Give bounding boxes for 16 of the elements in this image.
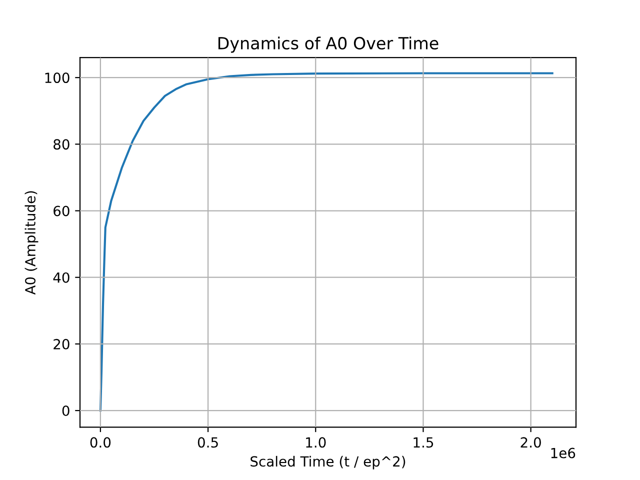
text: 1e6 [551, 448, 576, 458]
x-tick-label: 1.5 [414, 437, 434, 448]
y-tick-label: 80 [54, 139, 70, 150]
y-tick-label: 20 [54, 338, 70, 350]
x-tick-label: 2.0 [520, 437, 541, 448]
y-tick-label: 0 [62, 406, 70, 416]
chart-title: Dynamics of A0 Over Time [218, 36, 438, 53]
y-axis-title: A0 (Amplitude) [24, 191, 38, 295]
y-tick-label: 60 [54, 206, 70, 216]
line-series [99, 72, 554, 412]
y-tick-label: 40 [53, 272, 70, 283]
x-axis-title: Scaled Time (t / ep^2) [250, 456, 406, 470]
x-tick-label: 0.5 [198, 437, 218, 448]
x-tick-label: 1.0 [306, 437, 326, 448]
y-tick-label: 100 [45, 72, 70, 84]
x-tick-label: 0.0 [90, 437, 111, 448]
